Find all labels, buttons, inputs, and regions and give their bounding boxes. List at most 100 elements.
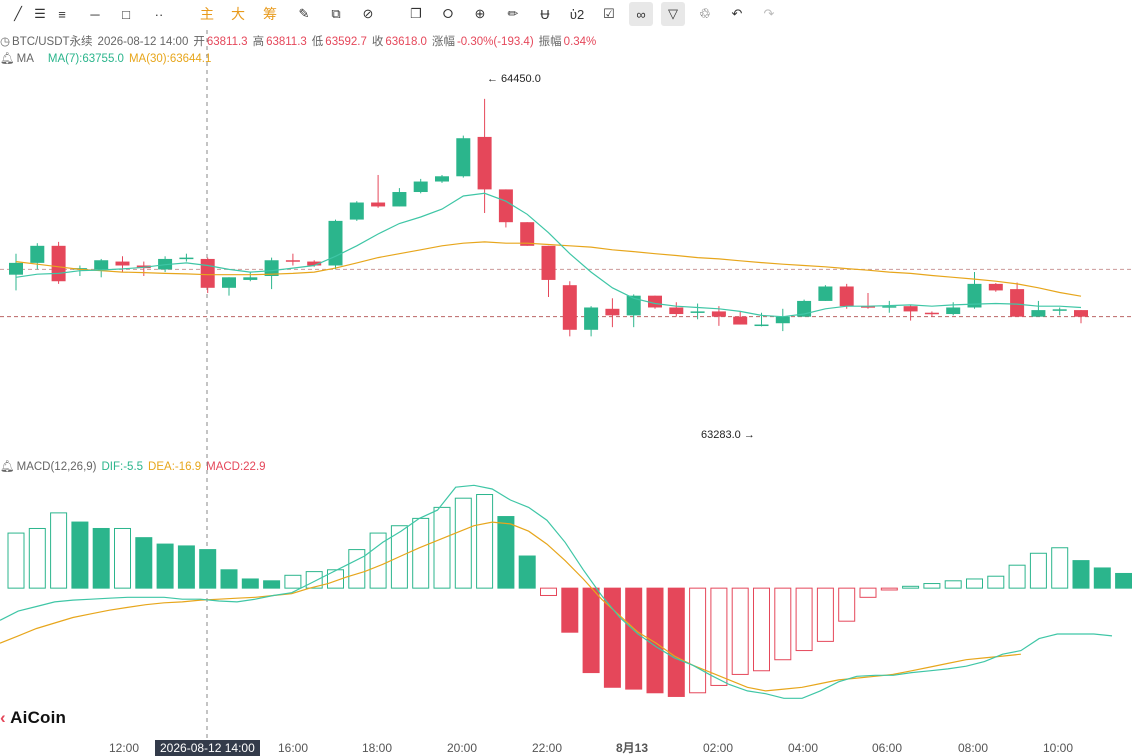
candle-body	[51, 245, 66, 282]
macd-bar	[795, 587, 813, 652]
macd-bar	[305, 571, 323, 589]
macd-bar	[327, 569, 344, 589]
filter-icon[interactable]: ▽	[661, 2, 685, 26]
macd-bar	[987, 575, 1005, 589]
ruler-icon[interactable]: ⭘	[442, 6, 454, 21]
copy-icon[interactable]: ❐	[410, 6, 422, 21]
crosshair-tool-icon[interactable]: ╱	[14, 6, 22, 21]
candle-body	[903, 306, 918, 312]
macd-pane	[0, 484, 1132, 699]
dea-line	[0, 521, 1021, 692]
aicoin-logo: ‹ AiCoin	[0, 708, 66, 728]
main-indicator-button[interactable]: 主	[200, 6, 214, 22]
macd-bar	[667, 587, 685, 697]
symbol-label[interactable]: BTC/USDT永续	[12, 36, 93, 48]
ma30-line	[15, 241, 1082, 297]
candle-body	[626, 295, 641, 316]
candle-body	[711, 311, 726, 317]
ma-legend: 🔔︎ MA MA(7):63755.0 MA(30):63644.1	[0, 51, 216, 65]
macd-bar	[71, 521, 89, 589]
macd-bar	[497, 516, 515, 589]
candle-body	[136, 265, 151, 269]
time-tick-label: 22:00	[532, 741, 562, 755]
time-tick-label: 16:00	[278, 741, 308, 755]
pen-slash-icon[interactable]: ⊘	[362, 6, 374, 21]
macd-bar	[540, 587, 557, 596]
bell-icon[interactable]: 🔔︎	[0, 53, 15, 65]
macd-bar	[1072, 560, 1090, 589]
candle-body	[243, 277, 258, 280]
high-annotation: ← 64450.0	[487, 73, 541, 85]
macd-bar	[50, 512, 68, 589]
link-icon[interactable]: ∞	[629, 2, 653, 26]
checklist-icon[interactable]: ☑	[603, 6, 615, 21]
large-button[interactable]: 大	[231, 6, 245, 22]
ma7-value: MA(7):63755.0	[47, 53, 124, 65]
redo-icon[interactable]: ↷	[763, 6, 775, 21]
zoom-icon[interactable]: ⊕	[474, 6, 486, 21]
parallel-lines-icon[interactable]: ≡	[58, 6, 66, 22]
dea-value: DEA:-16.9	[148, 461, 202, 473]
edit-drawing-icon[interactable]: ✎	[298, 6, 310, 21]
trash-icon[interactable]: ♲	[699, 6, 711, 21]
marker-icon[interactable]: ✏	[507, 6, 519, 21]
macd-bar	[561, 587, 579, 633]
macd-bar	[220, 569, 238, 589]
dif-line	[0, 484, 1113, 699]
candle-body	[562, 285, 577, 330]
macd-bar	[7, 532, 25, 589]
time-tick-label: 06:00	[872, 741, 902, 755]
screenshot-icon[interactable]: ⧉	[331, 6, 341, 21]
macd-bar	[369, 532, 387, 589]
chips-button[interactable]: 筹	[263, 6, 277, 22]
candle-body	[946, 307, 961, 315]
open-label: 开	[193, 36, 205, 48]
macd-bar	[454, 497, 472, 589]
dots-icon[interactable]: ··	[154, 6, 164, 22]
candle-body	[669, 307, 684, 315]
candle-body	[818, 286, 833, 301]
candle-body	[179, 257, 194, 260]
horizontal-lines-icon[interactable]: ☰	[34, 6, 46, 21]
macd-bar	[114, 527, 131, 589]
candle-body	[285, 260, 300, 262]
macd-bar	[156, 543, 174, 589]
ohlc-legend: ◷ BTC/USDT永续 2026-08-12 14:00 开 63811.3 高 6381…	[0, 33, 601, 49]
ma-label[interactable]: MA	[16, 53, 34, 65]
candle-body	[648, 295, 662, 308]
undo-icon[interactable]: ↶	[731, 6, 743, 21]
candle-body	[754, 324, 769, 327]
candle-body	[1010, 289, 1025, 317]
rectangle-icon[interactable]: □	[122, 6, 130, 22]
time-tick-label: 02:00	[703, 741, 733, 755]
macd-bar	[774, 587, 792, 661]
change-value: -0.30%(-193.4)	[456, 36, 534, 48]
macd-bar	[902, 585, 920, 589]
crosshair-time-label: 2026-08-12 14:00	[155, 740, 260, 756]
macd-bar	[433, 506, 451, 589]
amplitude-label: 振幅	[538, 36, 562, 48]
macd-bar	[241, 578, 259, 589]
candle-body	[413, 181, 428, 193]
time-tick-label: 8月13	[616, 741, 648, 755]
macd-bar	[284, 574, 302, 589]
candle-body	[72, 268, 87, 270]
macd-bar	[859, 587, 877, 598]
close-value: 63618.0	[385, 36, 427, 48]
macd-bar	[28, 527, 46, 589]
ma7-line	[15, 192, 1082, 318]
low-annotation: 63283.0 →	[701, 429, 755, 441]
macd-bar	[710, 587, 728, 686]
candle-body	[797, 300, 812, 317]
candle-body	[541, 245, 556, 280]
ma30-value: MA(30):63644.1	[128, 53, 212, 65]
magnet-icon[interactable]: Ʉ	[540, 6, 550, 22]
macd-label[interactable]: MACD(12,26,9)	[16, 461, 97, 473]
bell-icon[interactable]: 🔔︎	[0, 461, 15, 473]
macd-bar	[880, 587, 898, 591]
horizontal-segment-icon[interactable]: ─	[90, 6, 100, 22]
candle-body	[520, 222, 535, 246]
candle-body	[967, 283, 982, 308]
lock-icon[interactable]: ὑ2	[569, 6, 585, 22]
